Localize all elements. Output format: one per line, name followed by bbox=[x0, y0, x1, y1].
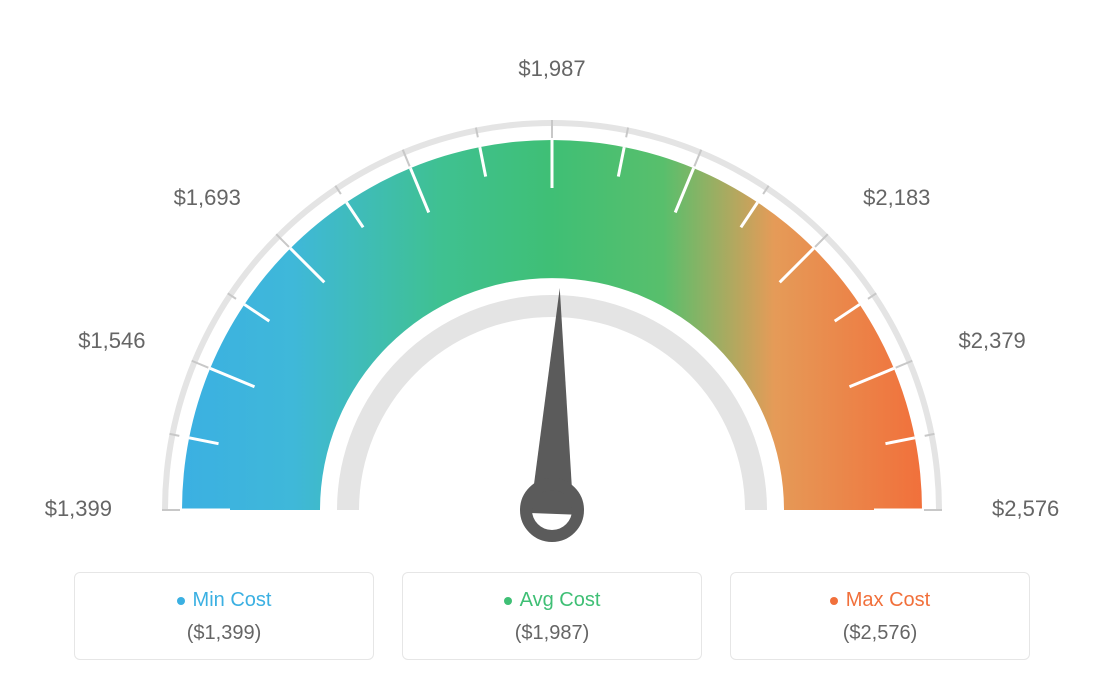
legend-row: Min Cost ($1,399) Avg Cost ($1,987) Max … bbox=[0, 572, 1104, 660]
gauge-tick-label: $1,546 bbox=[75, 328, 145, 354]
legend-title-min: Min Cost bbox=[115, 589, 333, 612]
legend-title-text: Avg Cost bbox=[520, 589, 601, 612]
gauge-svg bbox=[102, 40, 1002, 560]
legend-card-min: Min Cost ($1,399) bbox=[74, 572, 374, 660]
gauge-area: $1,399 $1,546 $1,693 $1,987 $2,183 $2,379 $2,5… bbox=[0, 0, 1104, 560]
gauge-tick-label: $2,183 bbox=[863, 185, 930, 211]
gauge-tick-label: $2,576 bbox=[992, 496, 1059, 522]
cost-gauge-widget: $1,399 $1,546 $1,693 $1,987 $2,183 $2,379 $2,5… bbox=[0, 0, 1104, 690]
legend-title-text: Min Cost bbox=[193, 589, 272, 612]
dot-icon bbox=[830, 597, 838, 605]
legend-title-avg: Avg Cost bbox=[443, 589, 661, 612]
dot-icon bbox=[177, 597, 185, 605]
gauge-tick-label: $1,693 bbox=[171, 185, 241, 211]
gauge-tick-label: $1,399 bbox=[42, 496, 112, 522]
legend-value-avg: ($1,987) bbox=[443, 622, 661, 645]
gauge-tick-label: $2,379 bbox=[959, 328, 1026, 354]
legend-title-text: Max Cost bbox=[846, 589, 930, 612]
legend-card-avg: Avg Cost ($1,987) bbox=[402, 572, 702, 660]
legend-value-max: ($2,576) bbox=[771, 622, 989, 645]
legend-value-min: ($1,399) bbox=[115, 622, 333, 645]
dot-icon bbox=[504, 597, 512, 605]
legend-card-max: Max Cost ($2,576) bbox=[730, 572, 1030, 660]
legend-title-max: Max Cost bbox=[771, 589, 989, 612]
gauge-tick-label: $1,987 bbox=[517, 56, 587, 82]
